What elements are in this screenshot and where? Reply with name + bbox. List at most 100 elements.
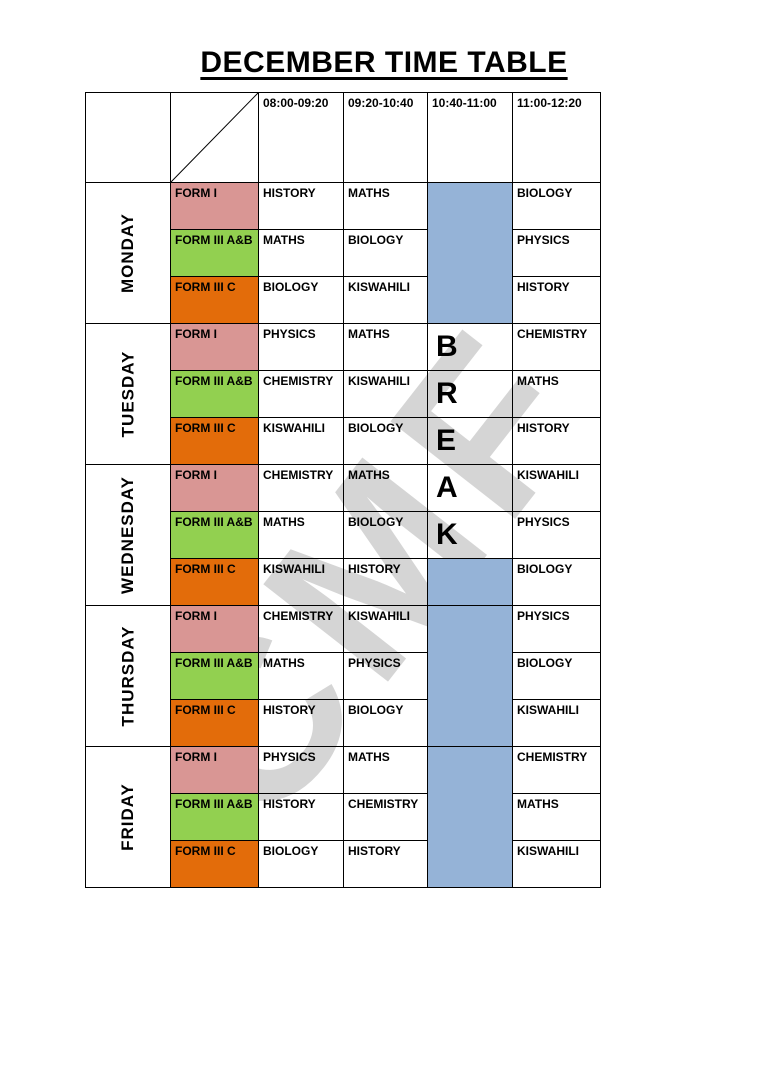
subject-cell: HISTORY — [343, 558, 428, 606]
day-cell-wednesday: WEDNESDAY — [85, 464, 171, 606]
time-header-3: 10:40-11:00 — [427, 92, 513, 183]
subject-cell: CHEMISTRY — [512, 323, 601, 371]
form-cell: FORM III A&B — [170, 511, 259, 559]
subject-cell: BIOLOGY — [343, 511, 428, 559]
subject-cell: MATHS — [343, 323, 428, 371]
document-page: CMF DECEMBER TIME TABLE 08:00-09:20 09:2… — [0, 46, 768, 1070]
break-cell — [427, 558, 513, 606]
table-row: THURSDAY FORM I CHEMISTRY KISWAHILI PHYS… — [85, 605, 601, 747]
subject-cell: KISWAHILI — [343, 605, 428, 653]
subject-cell: BIOLOGY — [258, 840, 344, 888]
day-label: FRIDAY — [118, 783, 137, 851]
subject-cell: PHYSICS — [258, 746, 344, 794]
subject-cell: KISWAHILI — [258, 558, 344, 606]
header-row: 08:00-09:20 09:20-10:40 10:40-11:00 11:0… — [85, 92, 601, 183]
subject-cell: HISTORY — [258, 182, 344, 230]
subject-cell: BIOLOGY — [512, 652, 601, 700]
break-letter-cell: K — [427, 511, 513, 559]
day-label: MONDAY — [118, 213, 137, 293]
subject-cell: PHYSICS — [512, 605, 601, 653]
subject-cell: MATHS — [258, 652, 344, 700]
subject-cell: BIOLOGY — [343, 229, 428, 277]
table-row: FORM III C BIOLOGY HISTORY KISWAHILI — [86, 840, 601, 888]
table-row: FORM III A&B MATHS BIOLOGY PHYSICS — [86, 229, 601, 277]
form-cell: FORM III A&B — [170, 370, 259, 418]
subject-cell: MATHS — [258, 229, 344, 277]
page-title: DECEMBER TIME TABLE — [200, 46, 568, 79]
subject-cell: KISWAHILI — [512, 464, 601, 512]
table-row: FORM III C BIOLOGY KISWAHILI HISTORY — [86, 276, 601, 324]
document-content: DECEMBER TIME TABLE 08:00-09:20 09:20-10… — [0, 46, 768, 888]
break-letter-cell: B — [427, 323, 513, 371]
subject-cell: HISTORY — [512, 276, 601, 324]
subject-cell: PHYSICS — [512, 511, 601, 559]
subject-cell: MATHS — [343, 746, 428, 794]
subject-cell: MATHS — [343, 182, 428, 230]
time-header-4: 11:00-12:20 — [512, 92, 601, 183]
table-row: TUESDAY FORM I PHYSICS MATHS B CHEMISTRY — [85, 323, 601, 465]
subject-cell: CHEMISTRY — [258, 370, 344, 418]
form-cell: FORM III A&B — [170, 652, 259, 700]
form-cell: FORM I — [170, 746, 259, 794]
form-cell: FORM III C — [170, 699, 259, 747]
subject-cell: KISWAHILI — [343, 276, 428, 324]
day-label: THURSDAY — [118, 625, 138, 727]
form-cell: FORM III C — [170, 840, 259, 888]
corner-empty-cell — [85, 92, 171, 183]
break-letter-cell: A — [427, 464, 513, 512]
table-row: FRIDAY FORM I PHYSICS MATHS CHEMISTRY — [85, 746, 601, 888]
subject-cell: CHEMISTRY — [258, 605, 344, 653]
subject-cell: CHEMISTRY — [258, 464, 344, 512]
table-row: FORM III C KISWAHILI BIOLOGY E HISTORY — [86, 417, 601, 465]
form-cell: FORM III A&B — [170, 229, 259, 277]
form-cell: FORM III A&B — [170, 793, 259, 841]
form-cell: FORM III C — [170, 276, 259, 324]
subject-cell: CHEMISTRY — [512, 746, 601, 794]
day-label: TUESDAY — [118, 350, 138, 438]
subject-cell: MATHS — [512, 793, 601, 841]
day-cell-monday: MONDAY — [85, 182, 171, 324]
subject-cell: HISTORY — [343, 840, 428, 888]
subject-cell: HISTORY — [258, 793, 344, 841]
subject-cell: KISWAHILI — [512, 840, 601, 888]
break-cell — [427, 605, 513, 747]
table-row: FORM III A&B MATHS BIOLOGY K PHYSICS — [86, 511, 601, 559]
day-label-wrap: WEDNESDAY — [86, 465, 170, 605]
form-cell: FORM I — [170, 605, 259, 653]
subject-cell: HISTORY — [512, 417, 601, 465]
table-row: FORM III C HISTORY BIOLOGY KISWAHILI — [86, 699, 601, 747]
form-cell: FORM III C — [170, 558, 259, 606]
day-cell-tuesday: TUESDAY — [85, 323, 171, 465]
subject-cell: MATHS — [512, 370, 601, 418]
day-label-wrap: MONDAY — [86, 183, 170, 323]
diagonal-line-icon — [171, 93, 258, 182]
day-label-wrap: THURSDAY — [86, 606, 170, 746]
subject-cell: CHEMISTRY — [343, 793, 428, 841]
time-header-1: 08:00-09:20 — [258, 92, 344, 183]
form-cell: FORM I — [170, 464, 259, 512]
form-cell: FORM I — [170, 182, 259, 230]
corner-diagonal-cell — [170, 92, 259, 183]
time-header-2: 09:20-10:40 — [343, 92, 428, 183]
subject-cell: PHYSICS — [512, 229, 601, 277]
subject-cell: MATHS — [343, 464, 428, 512]
table-row: FORM III A&B CHEMISTRY KISWAHILI R MATHS — [86, 370, 601, 418]
subject-cell: BIOLOGY — [258, 276, 344, 324]
table-row: FORM III A&B MATHS PHYSICS BIOLOGY — [86, 652, 601, 700]
subject-cell: PHYSICS — [343, 652, 428, 700]
day-cell-thursday: THURSDAY — [85, 605, 171, 747]
form-cell: FORM III C — [170, 417, 259, 465]
subject-cell: PHYSICS — [258, 323, 344, 371]
subject-cell: BIOLOGY — [512, 182, 601, 230]
day-label: WEDNESDAY — [118, 476, 138, 594]
day-label-wrap: FRIDAY — [86, 747, 170, 887]
table-row: WEDNESDAY FORM I CHEMISTRY MATHS A KISWA… — [85, 464, 601, 606]
subject-cell: MATHS — [258, 511, 344, 559]
form-cell: FORM I — [170, 323, 259, 371]
day-label-wrap: TUESDAY — [86, 324, 170, 464]
break-cell — [427, 746, 513, 888]
subject-cell: HISTORY — [258, 699, 344, 747]
table-row: MONDAY FORM I HISTORY MATHS BIOLOGY — [85, 182, 601, 324]
subject-cell: KISWAHILI — [258, 417, 344, 465]
subject-cell: KISWAHILI — [512, 699, 601, 747]
